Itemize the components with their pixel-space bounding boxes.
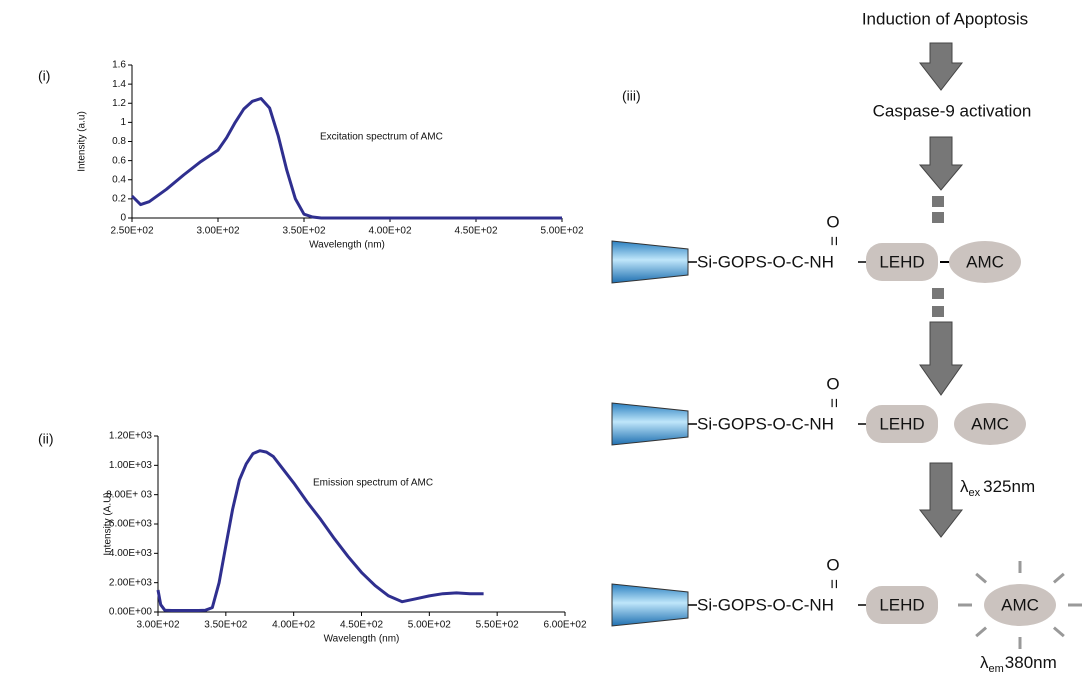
glow-ray [1052, 626, 1065, 638]
fluorophore: AMC [1001, 595, 1039, 614]
wavelength: 325nm [983, 477, 1035, 496]
fluorophore-shape [949, 241, 1021, 283]
peptide: LEHD [879, 252, 924, 271]
peptide: LEHD [879, 414, 924, 433]
y-tick-label: 1 [120, 117, 126, 128]
double-bond: = [825, 579, 844, 589]
peptide-shape [866, 243, 938, 281]
step: Caspase-9 activation [873, 101, 1032, 120]
y-tick-label: 0 [120, 213, 126, 224]
y-tick-label: 0.6 [112, 155, 126, 166]
annotation: Emission spectrum of AMC [313, 478, 433, 489]
linker: Si-GOPS-O-C-NH [697, 414, 834, 433]
excitation-label: λex 325nm [960, 477, 1035, 498]
x-tick-label: 4.00E+02 [368, 226, 412, 237]
emission-label: λem380nm [980, 653, 1057, 674]
carbonyl-o: O [826, 212, 839, 231]
annotation: Excitation spectrum of AMC [320, 132, 443, 143]
silica-cone [611, 240, 689, 284]
y-tick-label: 1.20E+03 [109, 431, 153, 442]
arrow [918, 42, 964, 91]
x-tick-label: 4.00E+02 [272, 620, 316, 631]
fluorophore-shape [954, 403, 1026, 445]
carbonyl-o: O [826, 555, 839, 574]
y-axis-label: Intensity (a.u) [77, 111, 88, 172]
y-tick-label: 2.00E+03 [109, 577, 153, 588]
subscript: em [989, 663, 1004, 675]
y-tick-label: 0.2 [112, 194, 126, 205]
peptide-shape [866, 405, 938, 443]
x-tick-label: 4.50E+02 [340, 620, 384, 631]
carbonyl-o: O [826, 374, 839, 393]
x-tick-label: 5.00E+02 [408, 620, 452, 631]
glow-ray [975, 626, 988, 638]
x-tick-label: 4.50E+02 [454, 226, 498, 237]
x-axis-label: Wavelength (nm) [324, 634, 400, 645]
dash [932, 196, 944, 207]
y-tick-label: 8.00E+ 03 [106, 489, 152, 500]
dash [932, 306, 944, 317]
lambda: λ [960, 477, 969, 496]
peptide-shape [866, 586, 938, 624]
data-line [130, 97, 562, 220]
y-tick-label: 0.00E+00 [109, 607, 153, 618]
peptide: LEHD [879, 595, 924, 614]
fluorophore: AMC [966, 252, 1004, 271]
silica-cone [611, 583, 689, 627]
fluorophore-shape [984, 584, 1056, 626]
x-tick-label: 3.50E+02 [204, 620, 248, 631]
panel-label: (ii) [38, 431, 54, 447]
double-bond: = [825, 398, 844, 408]
y-tick-label: 4.00E+03 [109, 548, 153, 559]
dash [932, 212, 944, 223]
linker: Si-GOPS-O-C-NH [697, 595, 834, 614]
y-tick-label: 0.8 [112, 136, 126, 147]
silica-cone [611, 402, 689, 446]
glow-ray [975, 572, 988, 584]
step: Induction of Apoptosis [862, 9, 1028, 28]
y-tick-label: 1.4 [112, 79, 126, 90]
diagram: Induction of Apoptosis Caspase-9 activat… [611, 9, 1082, 675]
panel-label: (iii) [622, 88, 641, 104]
subscript: ex [969, 487, 981, 499]
linker: Si-GOPS-O-C-NH [697, 252, 834, 271]
y-tick-label: 1.00E+03 [109, 460, 153, 471]
data-line [156, 449, 484, 612]
x-tick-label: 2.50E+02 [110, 226, 154, 237]
x-tick-label: 5.50E+02 [476, 620, 520, 631]
arrow [919, 321, 963, 396]
x-tick-label: 3.00E+02 [196, 226, 240, 237]
y-tick-label: 1.6 [112, 60, 126, 71]
arrow [918, 136, 964, 191]
double-bond: = [825, 236, 844, 246]
y-tick-label: 6.00E+03 [109, 519, 153, 530]
arrow [918, 462, 964, 538]
x-tick-label: 3.00E+02 [136, 620, 180, 631]
x-axis-label: Wavelength (nm) [309, 240, 385, 251]
y-axis-label: Intensity (A.U) [103, 492, 114, 555]
x-tick-label: 5.00E+02 [540, 226, 584, 237]
x-tick-label: 6.00E+02 [543, 620, 587, 631]
wavelength: 380nm [1005, 653, 1057, 672]
y-tick-label: 0.4 [112, 174, 126, 185]
fluorophore: AMC [971, 414, 1009, 433]
glow-ray [1052, 572, 1065, 584]
x-tick-label: 3.50E+02 [282, 226, 326, 237]
y-tick-label: 1.2 [112, 98, 126, 109]
lambda: λ [980, 653, 989, 672]
panel-label: (i) [38, 68, 50, 84]
dash [932, 288, 944, 299]
